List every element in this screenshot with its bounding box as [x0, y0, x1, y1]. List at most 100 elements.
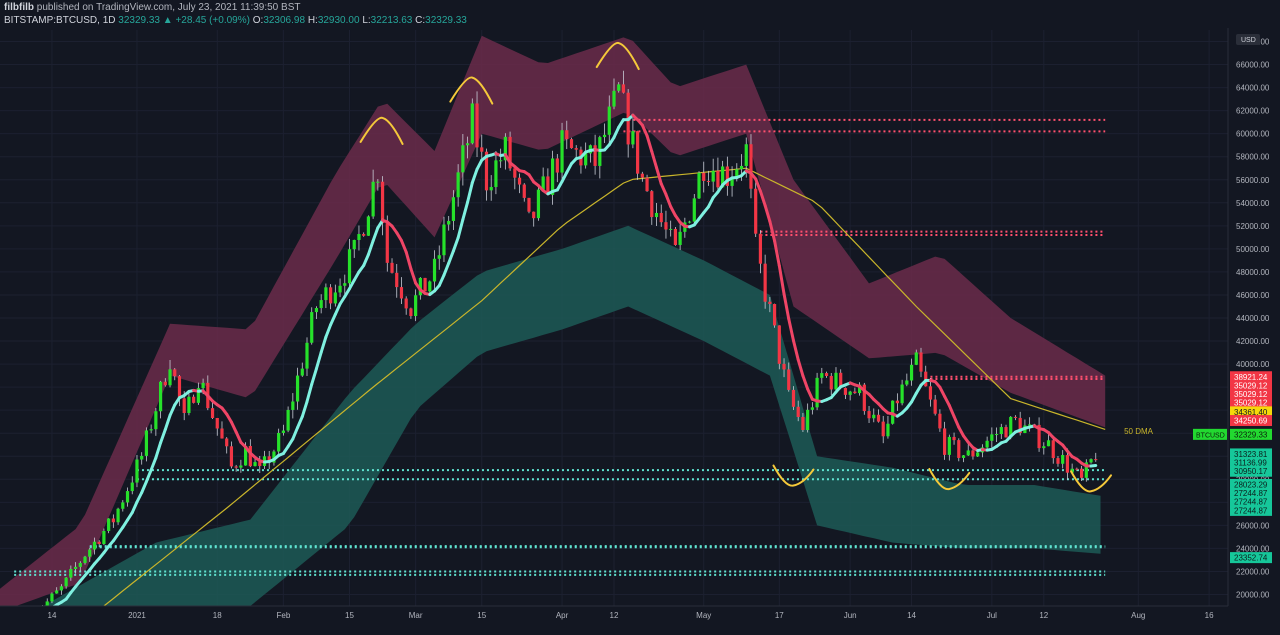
candle-body — [754, 189, 757, 234]
candle-body — [334, 292, 337, 303]
time-tick-label: 14 — [907, 611, 916, 620]
time-tick-label: Feb — [276, 611, 290, 620]
candle-body — [674, 229, 677, 245]
candle-body — [532, 212, 535, 218]
ma-segment — [657, 168, 662, 184]
author-name[interactable]: filbfilb — [4, 2, 34, 13]
price-tick-label: 48000.00 — [1236, 268, 1270, 277]
candle-body — [764, 264, 767, 302]
ma-segment — [472, 169, 477, 182]
candle-body — [253, 462, 256, 466]
candle-body — [107, 519, 110, 531]
time-tick-label: 12 — [1039, 611, 1048, 620]
ma-segment — [151, 458, 156, 470]
candle-body — [934, 400, 937, 414]
candle-body — [919, 352, 922, 371]
candle-body — [258, 462, 261, 466]
candle-body — [707, 181, 710, 182]
candle-body — [1052, 440, 1055, 458]
candle-body — [414, 295, 417, 316]
candle-body — [570, 139, 573, 148]
candle-body — [423, 278, 426, 291]
candle-body — [400, 287, 403, 298]
price-tick-label: 64000.00 — [1236, 84, 1270, 93]
open-value: 32306.98 — [263, 15, 305, 26]
candle-body — [617, 84, 620, 90]
candle-body — [853, 392, 856, 393]
last-price: 32329.33 — [118, 15, 160, 26]
candle-body — [688, 222, 691, 223]
candle-body — [83, 557, 86, 563]
candle-body — [815, 378, 818, 407]
ma-segment — [161, 429, 166, 442]
time-tick-label: Jul — [987, 611, 997, 620]
candle-body — [995, 434, 998, 435]
candle-body — [612, 91, 615, 107]
price-chart[interactable]: 50 DMA 20000.0022000.0024000.0026000.002… — [0, 28, 1280, 630]
candle-body — [702, 173, 705, 181]
candle-body — [749, 144, 752, 188]
candle-body — [390, 263, 393, 273]
candle-body — [787, 369, 790, 389]
candle-body — [69, 569, 72, 578]
candle-body — [631, 131, 634, 144]
candle-body — [287, 410, 290, 431]
chart-area[interactable]: 50 DMA 20000.0022000.0024000.0026000.002… — [0, 28, 1280, 630]
candle-body — [150, 429, 153, 430]
candle-body — [872, 415, 875, 418]
candle-body — [967, 450, 970, 455]
published-text: published on TradingView.com, July 23, 2… — [37, 2, 301, 13]
candle-body — [178, 376, 181, 398]
candle-body — [1004, 427, 1007, 437]
candle-body — [655, 213, 658, 217]
candle-body — [1061, 455, 1064, 464]
candle-body — [428, 281, 431, 291]
ma-segment — [331, 314, 336, 324]
candle-body — [305, 343, 308, 369]
candle-body — [159, 382, 162, 411]
candle-body — [1094, 459, 1097, 460]
candle-body — [948, 437, 951, 455]
candle-body — [952, 437, 955, 440]
time-tick-label: 17 — [775, 611, 784, 620]
candle-body — [471, 103, 474, 143]
candle-body — [154, 411, 157, 429]
candle-body — [211, 408, 214, 418]
ma-segment — [326, 325, 331, 337]
ma-segment — [647, 136, 652, 152]
ma-segment — [652, 152, 657, 168]
candle-body — [216, 418, 219, 429]
time-tick-label: Aug — [1131, 611, 1145, 620]
candle-body — [367, 216, 370, 235]
low-label: L: — [362, 15, 370, 26]
candle-body — [1014, 417, 1017, 418]
ma-segment — [1091, 465, 1096, 466]
candle-body — [806, 410, 809, 430]
price-change: ▲ +28.45 (+0.09%) — [163, 15, 250, 26]
candle-body — [239, 465, 242, 467]
candle-body — [475, 103, 478, 147]
candle-body — [1000, 427, 1003, 434]
price-tick-label: 56000.00 — [1236, 176, 1270, 185]
price-tick-label: 46000.00 — [1236, 291, 1270, 300]
candle-body — [466, 143, 469, 145]
ma-segment — [321, 337, 326, 352]
candle-body — [768, 302, 771, 304]
price-label-text: 35029.12 — [1234, 399, 1268, 408]
ma-segment — [316, 352, 321, 368]
candle-body — [669, 229, 672, 230]
candle-body — [164, 382, 167, 386]
open-label: O: — [253, 15, 264, 26]
candle-body — [971, 450, 974, 456]
symbol-title[interactable]: BITSTAMP:BTCUSD, 1D — [4, 15, 116, 26]
ma-segment — [444, 263, 449, 275]
candle-body — [712, 171, 715, 182]
candle-body — [1056, 458, 1059, 464]
candle-body — [376, 182, 379, 183]
price-axis[interactable]: 20000.0022000.0024000.0026000.0028000.00… — [1193, 28, 1280, 630]
candle-body — [74, 567, 77, 569]
high-value: 32930.00 — [318, 15, 360, 26]
candle-body — [220, 429, 223, 439]
candle-body — [79, 563, 82, 567]
